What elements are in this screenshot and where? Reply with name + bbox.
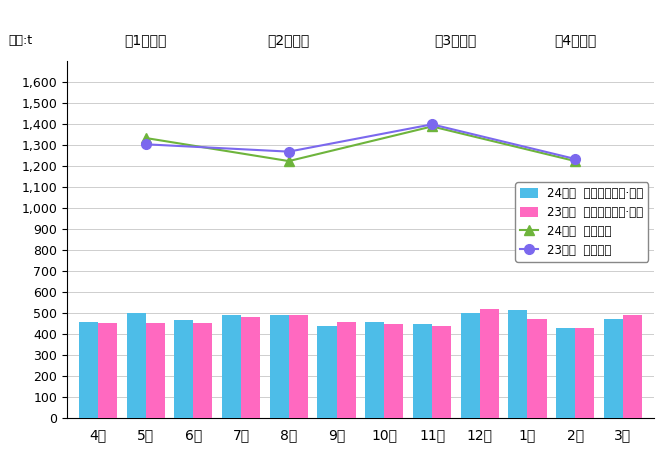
Bar	[79, 322, 98, 418]
Bar	[222, 315, 241, 418]
Bar	[365, 322, 384, 418]
Bar	[174, 319, 193, 418]
Bar	[384, 324, 403, 418]
Bar	[508, 310, 527, 418]
Bar	[604, 319, 623, 418]
Text: 第2四半期: 第2四半期	[268, 33, 310, 47]
Bar	[98, 323, 117, 418]
Bar	[126, 314, 146, 418]
Bar	[556, 328, 575, 418]
Bar	[193, 323, 213, 418]
Bar	[575, 328, 594, 418]
Bar	[289, 315, 308, 418]
Bar	[270, 315, 289, 418]
Bar	[461, 314, 480, 418]
Bar	[480, 309, 499, 418]
Legend: 24年度  ステーション·拠点, 23年度  ステーション·拠点, 24年度  集団回収, 23年度  集団回収: 24年度 ステーション·拠点, 23年度 ステーション·拠点, 24年度 集団回…	[515, 182, 648, 261]
Bar	[432, 326, 451, 418]
Bar	[623, 315, 642, 418]
Bar	[318, 326, 337, 418]
Bar	[241, 318, 260, 418]
Bar	[527, 319, 547, 418]
Bar	[146, 323, 165, 418]
Text: 第1四半期: 第1四半期	[124, 33, 167, 47]
Bar	[337, 322, 356, 418]
Text: 単位:t: 単位:t	[8, 34, 32, 47]
Text: 第3四半期: 第3四半期	[435, 33, 477, 47]
Bar	[413, 324, 432, 418]
Text: 第4四半期: 第4四半期	[554, 33, 596, 47]
